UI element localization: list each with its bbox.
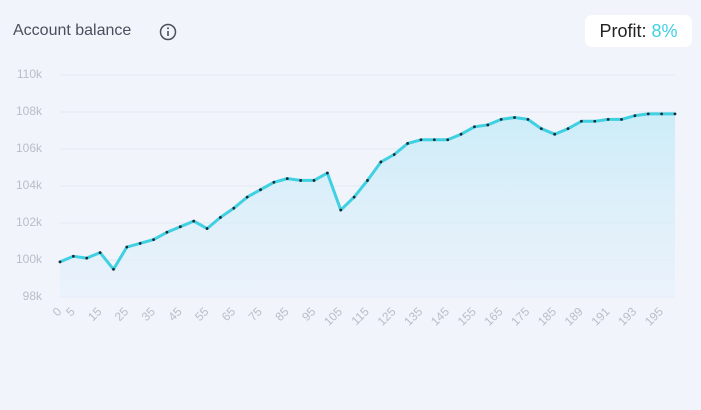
point: [138, 241, 142, 245]
x-tick-label: 0: [50, 304, 65, 319]
point: [352, 195, 356, 199]
y-tick-label: 106k: [16, 141, 43, 155]
x-tick-label: 35: [139, 304, 159, 324]
point: [499, 118, 503, 121]
point: [259, 188, 262, 192]
x-tick-label: 45: [165, 304, 185, 324]
x-tick-label: 189: [562, 304, 586, 328]
point: [165, 230, 169, 234]
point: [192, 219, 196, 223]
point: [486, 123, 490, 127]
point: [219, 216, 222, 219]
point: [513, 116, 516, 119]
point: [112, 267, 115, 271]
x-tick-label: 175: [508, 304, 532, 328]
point: [232, 206, 236, 210]
point: [379, 160, 383, 164]
point: [299, 179, 303, 182]
x-tick-label: 185: [535, 304, 559, 328]
point: [58, 260, 62, 264]
x-tick-label: 25: [112, 304, 132, 324]
point: [620, 118, 623, 121]
x-tick-label: 125: [375, 304, 399, 328]
point: [593, 119, 597, 123]
point: [446, 138, 450, 142]
point: [539, 127, 543, 131]
point: [526, 118, 530, 121]
y-tick-label: 102k: [16, 215, 43, 229]
title: Account balance: [13, 22, 132, 39]
y-tick-label: 110k: [17, 67, 43, 81]
point: [245, 195, 249, 199]
area: [60, 113, 675, 298]
x-tick-label: 85: [272, 304, 292, 324]
point: [178, 225, 182, 229]
point: [673, 112, 677, 116]
point: [660, 112, 664, 116]
profit-badge: Profit: 8%: [585, 15, 692, 47]
point: [71, 254, 75, 258]
point: [473, 125, 476, 129]
x-tick-label: 135: [401, 304, 425, 328]
x-tick-label: 165: [481, 304, 505, 328]
x-tick-label: 65: [219, 304, 239, 324]
y-tick-label: 100k: [16, 252, 43, 266]
point: [125, 245, 129, 249]
x-tick-label: 145: [428, 304, 452, 328]
point: [285, 177, 289, 181]
point: [606, 118, 610, 121]
x-tick-label: 15: [85, 304, 105, 324]
x-tick-label: 105: [321, 304, 345, 328]
info-icon[interactable]: [159, 23, 177, 41]
y-tick-label: 104k: [16, 178, 43, 192]
point: [312, 179, 316, 182]
profit-label: Profit:: [599, 21, 647, 41]
x-tick-label: 115: [348, 304, 372, 328]
x-tick-label: 191: [588, 304, 612, 328]
point: [85, 256, 89, 260]
x-tick-label: 5: [63, 304, 78, 319]
point: [580, 119, 583, 123]
point: [419, 138, 423, 142]
x-tick-label: 193: [615, 304, 639, 328]
x-tick-label: 155: [455, 304, 479, 328]
x-tick-label: 95: [299, 304, 319, 324]
point: [432, 138, 436, 142]
profit-value: 8%: [651, 21, 678, 41]
x-tick-label: 195: [642, 304, 666, 328]
point: [406, 142, 410, 145]
point: [325, 171, 329, 175]
point: [205, 227, 209, 230]
point: [392, 153, 396, 156]
x-tick-label: 75: [246, 304, 266, 324]
point: [98, 251, 102, 255]
x-tick-label: 55: [192, 304, 212, 324]
point: [459, 132, 463, 136]
point: [633, 114, 637, 118]
point: [339, 208, 343, 212]
point: [272, 180, 276, 184]
point: [366, 179, 369, 182]
point: [566, 127, 570, 131]
y-tick-label: 108k: [16, 104, 43, 118]
point: [646, 112, 650, 116]
y-tick-label: 98k: [23, 289, 43, 303]
point: [553, 132, 557, 136]
point: [152, 238, 155, 242]
